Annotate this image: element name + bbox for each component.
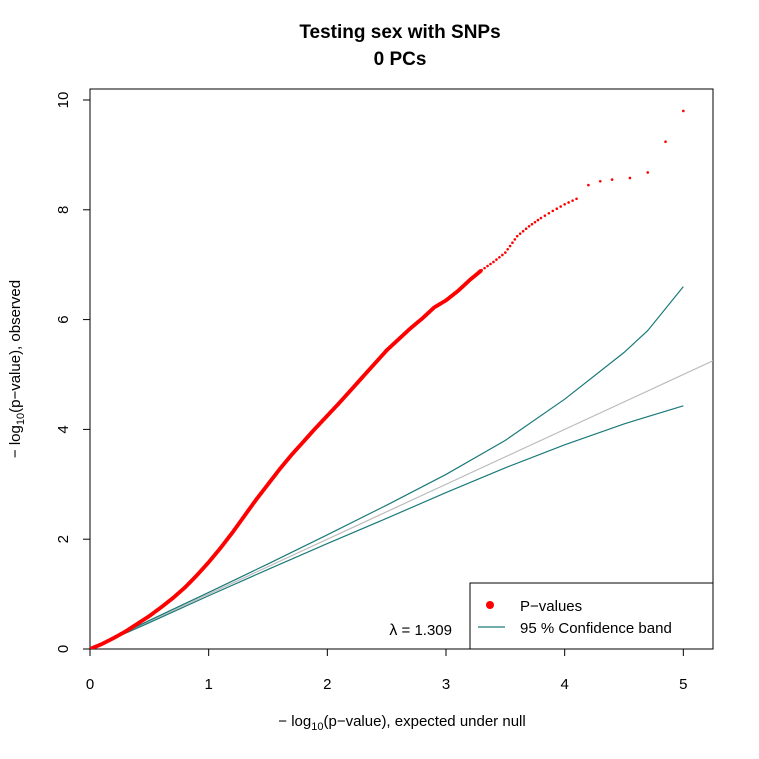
pvalue-point: [492, 260, 495, 264]
x-tick-label: 5: [679, 676, 687, 693]
pvalue-point: [610, 178, 614, 181]
pvalue-point: [515, 234, 519, 238]
legend-point-marker: [486, 601, 494, 609]
pvalue-point: [524, 227, 528, 231]
pvalue-point: [539, 216, 543, 220]
pvalue-point: [521, 229, 525, 233]
pvalue-point: [527, 224, 531, 228]
confidence-band-lower: [90, 405, 684, 649]
reference-line: [90, 360, 713, 649]
y-tick-label: 8: [55, 206, 72, 214]
x-axis: 0 1 2 3 4 5: [86, 648, 688, 693]
pvalue-point: [486, 264, 489, 268]
x-tick-label: 0: [86, 676, 94, 693]
x-axis-label: − log10(p−value), expected under null: [278, 713, 525, 733]
pvalue-point: [533, 220, 537, 224]
pvalue-point: [575, 197, 578, 201]
pvalue-point: [587, 183, 590, 187]
y-tick-label: 4: [55, 425, 72, 433]
pvalue-point: [628, 176, 632, 180]
pvalue-point: [567, 201, 570, 204]
pvalue-points: [90, 109, 685, 649]
x-tick-label: 4: [560, 676, 568, 693]
chart-subtitle: 0 PCs: [374, 49, 427, 70]
x-tick-label: 2: [323, 676, 331, 693]
y-axis-label: − log10(p−value), observed: [7, 280, 27, 458]
y-tick-label: 2: [55, 535, 72, 543]
pvalue-point: [682, 109, 685, 113]
pvalue-point: [483, 266, 486, 270]
legend-label-confidence: 95 % Confidence band: [520, 620, 672, 637]
legend: P−values 95 % Confidence band: [469, 582, 714, 650]
pvalue-point: [571, 199, 574, 202]
pvalue-point: [504, 251, 507, 254]
y-axis: 0 2 4 6 8 10: [55, 92, 91, 653]
legend-label-pvalues: P−values: [520, 598, 582, 615]
pvalue-point: [480, 268, 483, 272]
pvalue-point: [501, 253, 504, 257]
pvalue-point: [559, 205, 563, 208]
y-tick-label: 0: [55, 645, 72, 653]
pvalue-point: [508, 244, 512, 248]
chart-title: Testing sex with SNPs: [299, 22, 500, 43]
legend-box: [469, 582, 714, 650]
lambda-annotation: λ = 1.309: [389, 622, 452, 639]
x-tick-label: 1: [204, 676, 212, 693]
pvalue-point: [518, 232, 522, 235]
confidence-band-upper: [90, 286, 684, 649]
pvalue-point: [551, 209, 555, 213]
pvalue-point: [506, 248, 510, 251]
plot-frame: [89, 88, 714, 650]
pvalue-point: [530, 222, 534, 226]
pvalue-point: [664, 140, 667, 144]
pvalue-point: [489, 262, 492, 266]
pvalue-point: [498, 255, 501, 259]
pvalue-point: [555, 207, 559, 210]
y-tick-label: 10: [55, 92, 72, 109]
pvalue-point: [536, 218, 540, 222]
y-tick-label: 6: [55, 315, 72, 323]
pvalue-point: [513, 238, 517, 241]
pvalue-point: [495, 258, 498, 261]
pvalue-point: [563, 202, 566, 206]
pvalue-point: [511, 241, 514, 245]
pvalue-point: [547, 211, 551, 215]
pvalue-point: [646, 171, 650, 174]
pvalue-point: [543, 214, 547, 217]
pvalue-point: [598, 179, 602, 183]
x-tick-label: 3: [442, 676, 450, 693]
